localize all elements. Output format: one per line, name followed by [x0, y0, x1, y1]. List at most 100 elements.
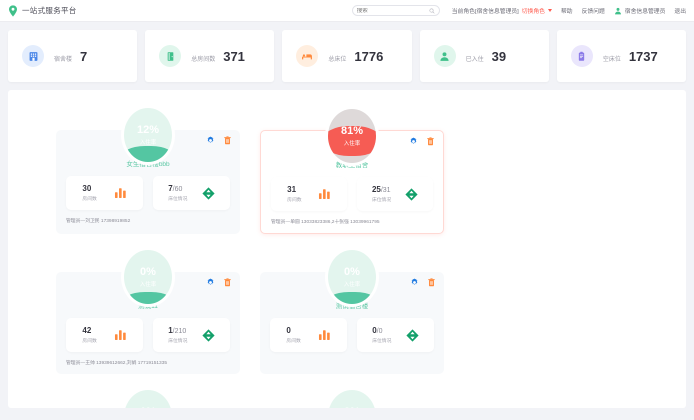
stat-card[interactable]: 宿舍楼 7 — [8, 30, 138, 82]
beds-stat-text: 25/31 床位情况 — [372, 185, 391, 203]
bar-chart-icon — [318, 189, 330, 200]
stat-text: 总房间数 371 — [191, 49, 245, 64]
rooms-stat-box[interactable]: 0 房间数 — [270, 318, 347, 352]
help-link[interactable]: 帮助 — [560, 9, 573, 15]
search-icon[interactable] — [429, 8, 435, 14]
dorm-name: 测试11 — [138, 303, 158, 310]
diamond-arrows-icon — [202, 186, 215, 200]
stat-text: 总床位 1776 — [328, 49, 383, 64]
beds-caption: 床位情况 — [371, 198, 392, 204]
rooms-count: 30 — [82, 184, 92, 194]
stat-value: 1776 — [354, 48, 384, 64]
bed-icon — [302, 53, 313, 59]
dorm-card[interactable]: 0% 入住率 测试11 42 房间数 — [56, 250, 240, 374]
trash-icon[interactable] — [223, 136, 232, 145]
gauge-caption: 入住率 — [139, 281, 157, 288]
card-actions — [206, 136, 232, 145]
search-input[interactable] — [356, 7, 429, 14]
rooms-stat-box[interactable]: 31 房间数 — [271, 177, 347, 211]
dorm-card[interactable]: 12% 入住率 女生宿舍楼bbb 30 房间数 — [56, 108, 240, 234]
beds-total-value: /31 — [380, 186, 391, 194]
stat-icon-badge — [159, 45, 182, 67]
dorm-panel: 12% 入住率 女生宿舍楼bbb 30 房间数 — [8, 90, 686, 408]
beds-stat-box[interactable]: 0/0 床位情况 — [357, 318, 434, 352]
gauge-percent: 0% — [140, 265, 156, 278]
beds-occupied-value: 1 — [168, 325, 173, 335]
gauge-caption: 入住率 — [343, 140, 361, 147]
rooms-stat-text: 0 房间数 — [286, 326, 300, 343]
beds-occupied-value: 25 — [371, 184, 381, 194]
trash-icon[interactable] — [427, 278, 436, 287]
stat-icon-badge — [296, 45, 319, 67]
card-actions — [410, 278, 436, 287]
bar-chart-icon — [114, 188, 126, 199]
mini-stats-row: 0 房间数 0/0 床位情况 — [270, 318, 434, 352]
rooms-stat-text: 30 房间数 — [82, 184, 96, 201]
card-actions — [206, 278, 232, 287]
dorm-name: 测试宿舍楼 — [335, 303, 369, 310]
stat-card[interactable]: 总床位 1776 — [282, 30, 412, 82]
rooms-caption: 房间数 — [82, 338, 97, 344]
rooms-count: 31 — [287, 185, 297, 195]
building-icon — [29, 51, 37, 61]
stat-icon-badge — [433, 45, 456, 67]
gauge-wave — [124, 146, 172, 162]
search-box[interactable] — [351, 5, 440, 16]
stat-text: 宿舍楼 7 — [54, 49, 87, 64]
user-chip[interactable]: 宿舍信息管理员 — [614, 6, 665, 15]
beds-stat-box[interactable]: 7/60 床位情况 — [153, 176, 230, 210]
rooms-stat-box[interactable]: 42 房间数 — [66, 318, 143, 352]
gauge-percent: 1% — [140, 406, 156, 408]
dorm-card[interactable]: 0% 入住率 测试宿舍楼 0 房间数 — [260, 250, 444, 374]
stat-value: 371 — [223, 48, 245, 64]
gauge-percent: 0% — [344, 265, 360, 278]
gear-icon[interactable] — [206, 136, 215, 145]
stat-label: 已入住 — [465, 56, 484, 63]
bar-chart-icon — [318, 330, 330, 341]
current-role-label: 当前角色[宿舍信息管理员] — [451, 9, 519, 15]
manager-info: 管理员—王帅 13939612662,刘娟 17719151335 — [66, 361, 168, 366]
beds-occupied: 7/60 — [168, 184, 182, 194]
stat-card[interactable]: 总房间数 371 — [145, 30, 275, 82]
trash-icon[interactable] — [426, 137, 435, 146]
stat-value: 39 — [491, 48, 507, 64]
stat-value: 7 — [80, 48, 88, 64]
beds-stat-text: 7/60 床位情况 — [168, 184, 187, 202]
stat-text: 已入住 39 — [466, 49, 506, 64]
rooms-stat-box[interactable]: 30 房间数 — [66, 176, 143, 210]
occupancy-gauge: 81% 入住率 — [328, 109, 376, 163]
feedback-link[interactable]: 反馈问题 — [581, 9, 605, 15]
rooms-caption: 房间数 — [286, 338, 301, 344]
beds-occupied: 25/31 — [372, 185, 391, 195]
diamond-arrows-icon — [406, 328, 419, 342]
beds-stat-box[interactable]: 1/210 床位情况 — [153, 318, 230, 352]
beds-stat-box[interactable]: 25/31 床位情况 — [357, 177, 433, 211]
bar-chart-icon — [114, 330, 126, 341]
beds-occupied-value: 7 — [168, 183, 173, 193]
stat-value: 1737 — [628, 48, 658, 64]
location-pin-icon — [9, 4, 17, 17]
stat-label: 空床位 — [602, 56, 621, 63]
chevron-down-icon[interactable] — [547, 9, 552, 12]
gauge-percent: 12% — [136, 123, 160, 136]
beds-total-value: /210 — [172, 327, 187, 335]
gear-icon[interactable] — [206, 278, 215, 287]
stat-card[interactable]: 空床位 1737 — [556, 30, 687, 82]
stat-card[interactable]: 已入住 39 — [419, 30, 549, 82]
dorm-card[interactable]: 81% 入住率 教职工宿舍 31 房间数 — [260, 109, 444, 234]
switch-role-button[interactable]: 切换角色 — [521, 9, 545, 15]
rooms-caption: 房间数 — [287, 197, 302, 203]
gauge-caption: 入住率 — [343, 281, 361, 288]
occupancy-gauge: 12% 入住率 — [124, 108, 172, 162]
stat-label: 总床位 — [328, 56, 347, 63]
logout-link[interactable]: 退出 — [674, 9, 686, 15]
gear-icon[interactable] — [409, 137, 418, 146]
beds-stat-text: 0/0 床位情况 — [372, 326, 391, 344]
current-role: 当前角色[宿舍信息管理员] 切换角色 — [452, 6, 552, 15]
gear-icon[interactable] — [410, 278, 419, 287]
occupancy-gauge: 0% 入住率 — [328, 390, 376, 408]
stat-label: 总房间数 — [191, 56, 216, 63]
rooms-count: 42 — [82, 326, 92, 336]
rooms-count: 0 — [286, 326, 291, 336]
trash-icon[interactable] — [223, 278, 232, 287]
